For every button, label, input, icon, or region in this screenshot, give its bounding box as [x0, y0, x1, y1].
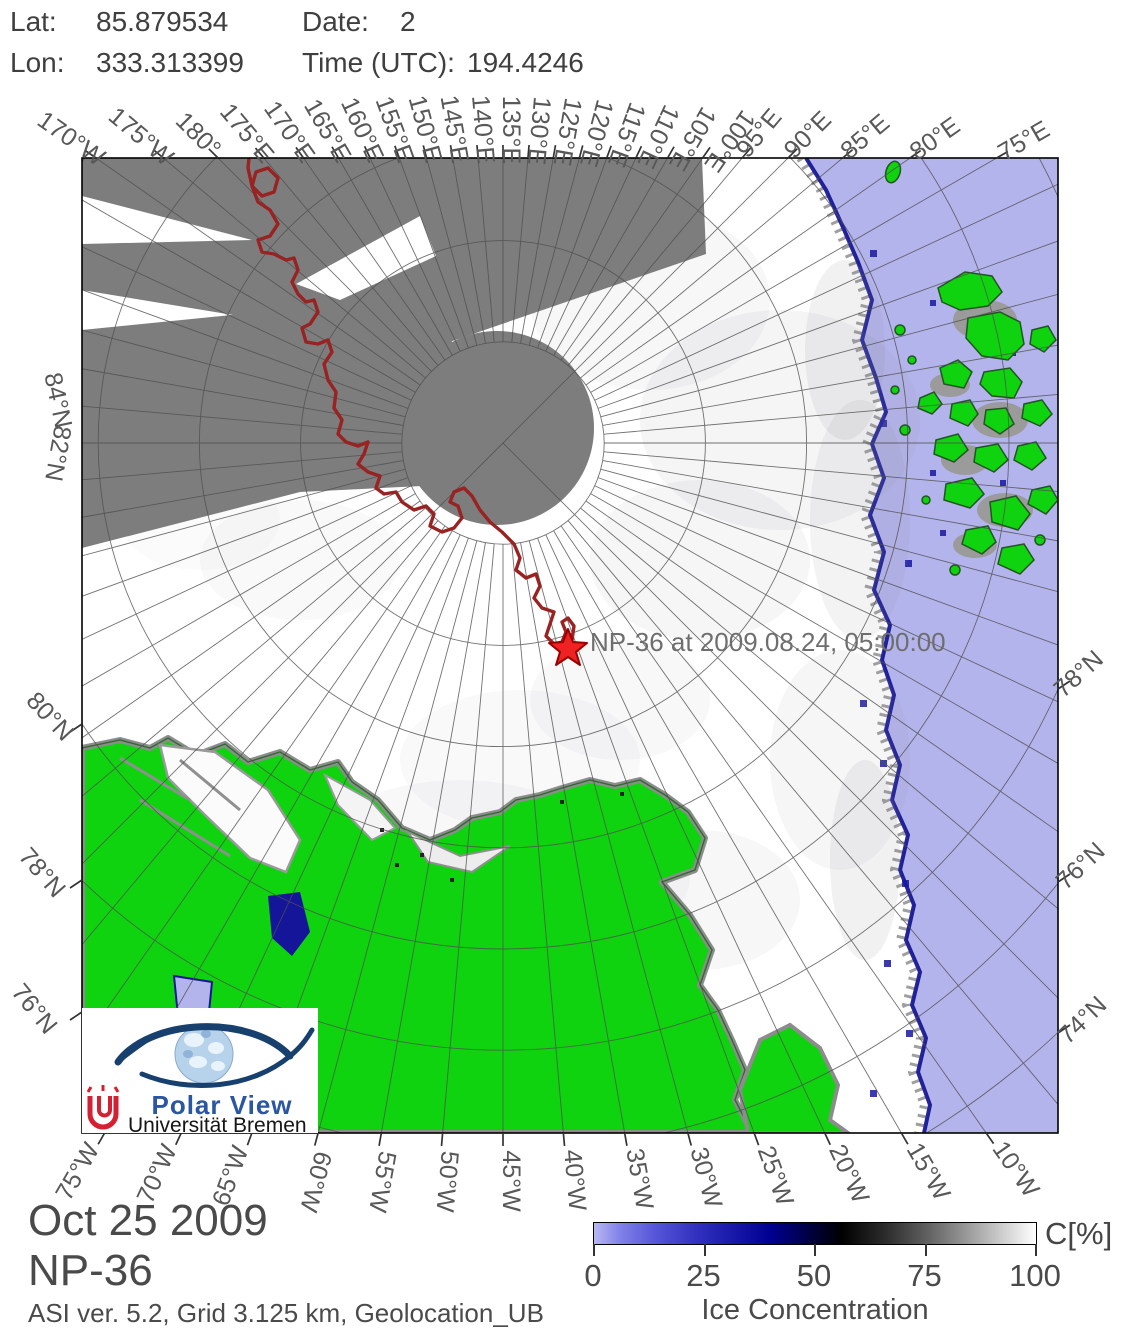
colorbar-unit-label: C[%] — [1045, 1216, 1113, 1251]
longitude-label: 45°W — [497, 1150, 525, 1212]
latitude-label: 84°N — [38, 370, 77, 430]
latitude-label: 76°N — [1051, 837, 1111, 896]
processing-info: ASI ver. 5.2, Grid 3.125 km, Geolocation… — [28, 1298, 544, 1328]
data-gap-swath — [82, 158, 706, 548]
longitude-label: 130°E — [522, 96, 556, 167]
longitude-label: 140°E — [466, 94, 500, 165]
lon-value: 333.313399 — [96, 47, 244, 78]
colorbar-title: Ice Concentration — [701, 1294, 929, 1326]
graticule — [82, 158, 1058, 1133]
colorbar-tick — [814, 1244, 816, 1256]
longitude-label: 10°W — [987, 1136, 1045, 1203]
colorbar-tick — [924, 1244, 927, 1256]
colorbar-tick — [593, 1244, 595, 1256]
station-name: NP-36 — [28, 1246, 153, 1295]
longitude-label: 170°W — [32, 106, 110, 172]
colorbar-tick-value: 0 — [584, 1258, 602, 1293]
station-star-marker — [548, 628, 588, 666]
date-label: Date: — [302, 6, 369, 37]
land-franz-josef — [884, 160, 1058, 576]
fjord-channel — [405, 829, 511, 874]
colorbar-tick — [1035, 1244, 1037, 1256]
map-frame — [81, 157, 1059, 1134]
latitude-label: 74°N — [1053, 991, 1113, 1050]
swath-notch-left — [82, 196, 252, 244]
time-label: Time (UTC): — [302, 47, 455, 78]
longitude-label: 15°W — [901, 1138, 956, 1206]
lat-value: 85.879534 — [96, 6, 229, 37]
fjord-navy-water — [268, 892, 310, 956]
swath-notch-right — [296, 216, 436, 300]
date-value: 2 — [400, 6, 416, 37]
fjord-small — [322, 772, 397, 842]
station-label: NP-36 at 2009.08.24, 05:00:00 — [590, 627, 946, 657]
graticule-ticks — [69, 144, 1071, 1147]
uni-bremen-icon — [86, 1085, 120, 1130]
lat-label: Lat: — [10, 6, 57, 37]
latitude-label: 80°N — [21, 687, 80, 747]
ocean-fill — [806, 158, 1058, 1133]
fjord-lines — [119, 756, 241, 858]
land-ne-blob — [737, 1022, 852, 1133]
open-ocean-region — [796, 158, 1058, 1133]
latitude-label: 82°N — [39, 423, 76, 483]
longitude-label: 75°E — [993, 115, 1054, 166]
islands — [884, 160, 1058, 576]
longitude-label: 55°W — [363, 1149, 401, 1215]
drift-track — [246, 158, 576, 651]
longitude-label: 30°W — [684, 1144, 727, 1211]
swath-pole-blob — [400, 331, 594, 525]
longitude-label: 90°E — [779, 106, 837, 164]
longitude-label: 135°E — [497, 96, 525, 164]
ice-edge-line — [804, 158, 933, 1133]
latitude-label: 78°N — [13, 842, 71, 903]
longitude-label: 50°W — [430, 1150, 463, 1214]
colorbar-tick-value: 25 — [686, 1258, 721, 1293]
colorbar-tick-value: 50 — [796, 1258, 832, 1293]
colorbar-tick-value: 75 — [907, 1258, 942, 1293]
longitude-label: 60°W — [294, 1148, 337, 1215]
polar-view-logo: Polar View Universität Bremen — [82, 1008, 318, 1137]
logo-title: Polar View — [151, 1090, 293, 1120]
longitude-label: 20°W — [823, 1140, 874, 1208]
ice-concentration-colorbar — [593, 1222, 1037, 1245]
lon-label: Lon: — [10, 47, 65, 78]
colorbar-tick-value: 100 — [1009, 1258, 1061, 1293]
logo-subtitle: Universität Bremen — [128, 1114, 307, 1137]
longitude-label: 35°W — [620, 1146, 658, 1212]
longitude-label: 25°W — [752, 1142, 799, 1210]
time-value: 194.4246 — [467, 47, 584, 78]
longitude-label: 40°W — [558, 1148, 591, 1212]
colorbar-tick — [703, 1244, 706, 1256]
map-date: Oct 25 2009 — [28, 1196, 268, 1245]
latitude-label: 76°N — [6, 978, 63, 1039]
coast-speckles — [380, 792, 624, 882]
eye-icon — [114, 1023, 315, 1089]
longitude-label: 175°W — [103, 102, 179, 172]
